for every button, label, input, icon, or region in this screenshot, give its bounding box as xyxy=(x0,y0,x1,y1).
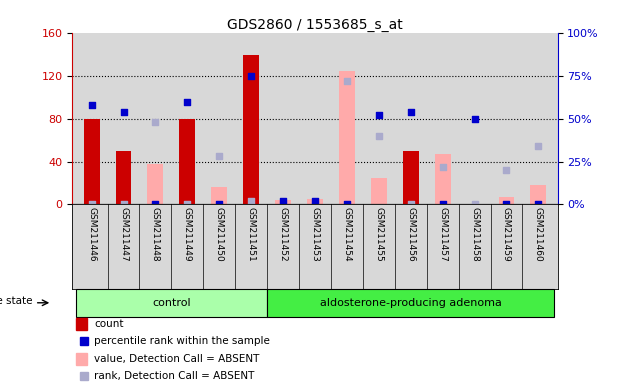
Bar xyxy=(275,200,291,204)
Point xyxy=(469,116,479,122)
Point xyxy=(342,201,352,207)
Point xyxy=(182,99,192,105)
Bar xyxy=(403,151,419,204)
Point xyxy=(246,198,256,204)
Point xyxy=(310,201,320,207)
Text: GSM211460: GSM211460 xyxy=(534,207,543,262)
Bar xyxy=(76,289,267,317)
Text: GSM211454: GSM211454 xyxy=(343,207,352,262)
Point xyxy=(246,73,256,79)
Text: GSM211447: GSM211447 xyxy=(119,207,128,262)
Text: GSM211451: GSM211451 xyxy=(247,207,256,262)
Bar xyxy=(530,185,546,204)
Text: GSM211448: GSM211448 xyxy=(151,207,160,262)
Text: GSM211446: GSM211446 xyxy=(87,207,96,262)
Bar xyxy=(498,197,515,204)
Text: aldosterone-producing adenoma: aldosterone-producing adenoma xyxy=(320,298,501,308)
Text: GSM211458: GSM211458 xyxy=(470,207,479,262)
Text: GSM211459: GSM211459 xyxy=(502,207,511,262)
Text: GSM211452: GSM211452 xyxy=(278,207,287,262)
Point xyxy=(406,109,416,115)
Text: value, Detection Call = ABSENT: value, Detection Call = ABSENT xyxy=(94,354,260,364)
Text: rank, Detection Call = ABSENT: rank, Detection Call = ABSENT xyxy=(94,371,255,381)
Bar xyxy=(339,71,355,204)
Point xyxy=(214,153,224,159)
Text: GSM211455: GSM211455 xyxy=(374,207,383,262)
Point xyxy=(151,201,161,207)
Point xyxy=(118,109,129,115)
Point xyxy=(469,201,479,207)
Text: GSM211453: GSM211453 xyxy=(311,207,319,262)
Point xyxy=(118,201,129,207)
Text: GSM211457: GSM211457 xyxy=(438,207,447,262)
Point xyxy=(151,119,161,125)
Text: control: control xyxy=(152,298,191,308)
Point xyxy=(438,164,448,170)
Point xyxy=(86,201,96,207)
Point xyxy=(534,143,544,149)
Point xyxy=(182,201,192,207)
Text: percentile rank within the sample: percentile rank within the sample xyxy=(94,336,270,346)
Bar xyxy=(76,318,87,330)
Bar xyxy=(115,151,132,204)
Point xyxy=(406,201,416,207)
Text: GSM211449: GSM211449 xyxy=(183,207,192,262)
Bar xyxy=(243,55,259,204)
Point xyxy=(278,201,288,207)
Point xyxy=(438,201,448,207)
Point xyxy=(342,78,352,84)
Point xyxy=(501,201,512,207)
Point xyxy=(501,167,512,173)
Bar xyxy=(267,289,554,317)
Bar xyxy=(147,164,163,204)
Point xyxy=(310,198,320,204)
Text: GSM211450: GSM211450 xyxy=(215,207,224,262)
Text: disease state: disease state xyxy=(0,296,33,306)
Point xyxy=(374,133,384,139)
Bar xyxy=(76,353,87,365)
Point xyxy=(214,201,224,207)
Bar xyxy=(180,119,195,204)
Point xyxy=(278,198,288,204)
Title: GDS2860 / 1553685_s_at: GDS2860 / 1553685_s_at xyxy=(227,18,403,32)
Bar xyxy=(211,187,227,204)
Bar xyxy=(307,199,323,204)
Text: GSM211456: GSM211456 xyxy=(406,207,415,262)
Bar xyxy=(84,119,100,204)
Text: count: count xyxy=(94,319,123,329)
Point xyxy=(534,201,544,207)
Bar xyxy=(371,177,387,204)
Point xyxy=(86,102,96,108)
Bar xyxy=(435,154,450,204)
Point xyxy=(374,113,384,119)
